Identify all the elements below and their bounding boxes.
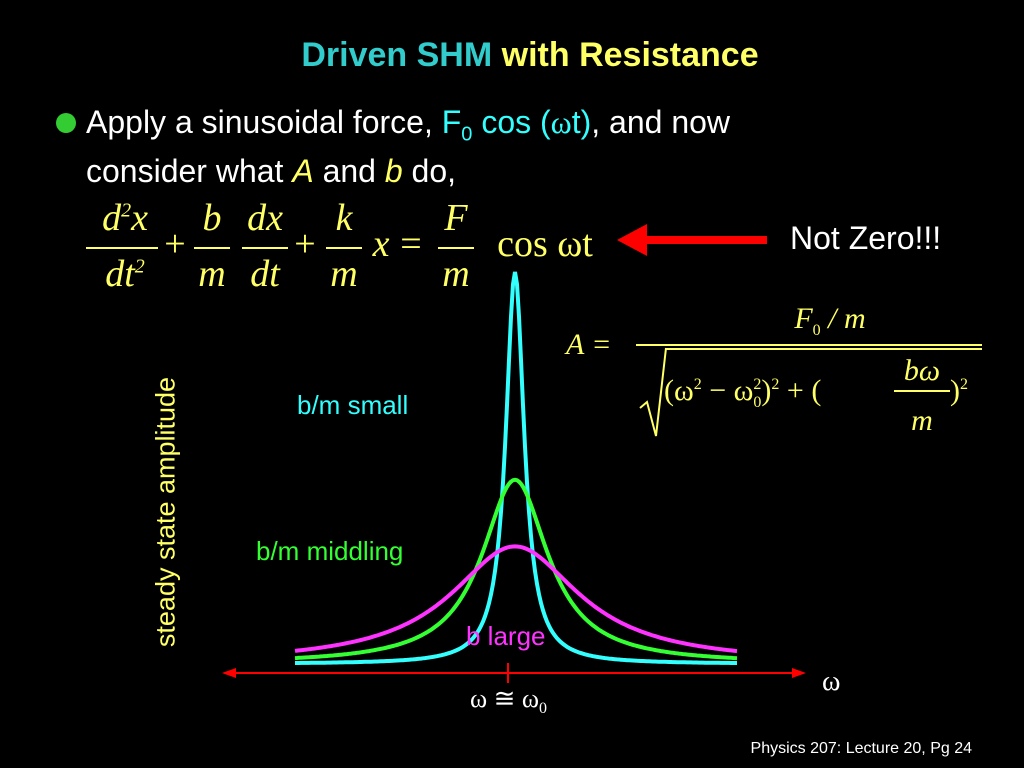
force-cos: cos ( bbox=[472, 104, 551, 140]
curve-label-middling: b/m middling bbox=[256, 536, 404, 566]
curve-b-large bbox=[294, 544, 738, 654]
frac1-den: dt2 bbox=[85, 252, 165, 296]
frac3-num: dx bbox=[247, 197, 283, 239]
frac2-den: m bbox=[198, 253, 226, 295]
resonance-label: ω ≅ ω0 bbox=[470, 684, 547, 718]
differential-equation: d2x dt2 + b m dx dt + k m x = F m cos ωt bbox=[80, 192, 620, 302]
bullet-text: Apply a sinusoidal force, F0 cos (ωt), a… bbox=[86, 104, 986, 190]
curves-group bbox=[294, 271, 738, 665]
frac5-bar bbox=[438, 247, 474, 249]
amp-fraction-bar bbox=[636, 344, 982, 346]
footer: Physics 207: Lecture 20, Pg 24 bbox=[750, 740, 972, 757]
x-axis-left-arrow-icon bbox=[222, 668, 236, 678]
bullet-line2-b: and bbox=[313, 153, 385, 190]
frac2-bar bbox=[194, 247, 230, 249]
bullet-icon bbox=[56, 113, 76, 133]
den-close2-wrap: )2 bbox=[950, 374, 990, 408]
var-b: b bbox=[384, 153, 403, 190]
arrow-icon bbox=[617, 224, 767, 256]
var-A: A bbox=[292, 153, 314, 190]
sqrt-icon bbox=[639, 347, 667, 437]
amp-lhs: A = bbox=[566, 328, 612, 361]
resonance-label-sub: 0 bbox=[539, 700, 548, 718]
den-frac-den: m bbox=[911, 404, 933, 437]
curve-label-small: b/m small bbox=[297, 390, 409, 420]
x-axis-label: ω bbox=[822, 666, 841, 697]
frac5-num: F bbox=[444, 197, 468, 239]
bullet-line2-a: consider what bbox=[86, 153, 293, 190]
den-sq2: 2 bbox=[771, 376, 780, 393]
force-close: t) bbox=[571, 104, 592, 140]
title-part2: with Resistance bbox=[501, 36, 759, 74]
den-frac-num: bω bbox=[903, 354, 941, 387]
frac4-bar bbox=[326, 247, 362, 249]
x-axis-right-arrow-icon bbox=[792, 668, 806, 678]
den-sub0: 0 bbox=[753, 394, 762, 411]
amp-denominator: (ω2 − ω20)2 + ( bbox=[664, 374, 894, 412]
eq-x: x bbox=[372, 223, 390, 265]
frac1-num-sup: 2 bbox=[121, 199, 132, 222]
plus-2: + bbox=[294, 223, 316, 265]
frac1-bar bbox=[86, 247, 158, 249]
den-plus: + ( bbox=[779, 374, 822, 407]
den-sq1: 2 bbox=[693, 376, 702, 393]
force-omega: ω bbox=[550, 104, 572, 140]
eq-rhs: cos ωt bbox=[497, 223, 593, 265]
frac1-den-dt: dt bbox=[105, 253, 135, 295]
den-close: ) bbox=[761, 374, 772, 407]
curve-b-m-middling bbox=[294, 477, 738, 661]
frac3-den: dt bbox=[250, 253, 280, 295]
frac4-num: k bbox=[335, 197, 353, 239]
sqrt-bar bbox=[666, 348, 982, 350]
amp-num-rest: / m bbox=[820, 302, 866, 335]
plus-1: + bbox=[164, 223, 186, 265]
frac2-num: b bbox=[202, 197, 222, 239]
amp-num-F: F bbox=[794, 302, 813, 335]
eq-equals: = bbox=[400, 223, 422, 265]
den-minus: − ω bbox=[701, 374, 754, 407]
frac-d2x-dt2: d2x bbox=[85, 196, 165, 240]
amp-num-sub: 0 bbox=[812, 322, 821, 339]
frac4-den: m bbox=[330, 253, 358, 295]
frac3-bar bbox=[242, 247, 288, 249]
slide-title: Driven SHM with Resistance bbox=[0, 36, 1024, 75]
force-F: F bbox=[441, 104, 462, 140]
force-expression: F0 cos (ωt) bbox=[441, 104, 592, 145]
frac5-den: m bbox=[442, 253, 470, 295]
den-open: (ω bbox=[664, 374, 694, 407]
amp-numerator: F0 / m bbox=[680, 302, 980, 340]
force-sub: 0 bbox=[461, 123, 473, 146]
amplitude-formula: A = F0 / m (ω2 − ω20)2 + ( bω m )2 bbox=[560, 302, 1000, 442]
den-sq3: 2 bbox=[960, 376, 968, 393]
bullet-text-1: Apply a sinusoidal force, bbox=[86, 104, 433, 140]
frac1-den-sup: 2 bbox=[134, 255, 145, 278]
resonance-label-text: ω ≅ ω bbox=[470, 684, 540, 713]
den-sq0: 2 bbox=[753, 376, 762, 393]
den-frac-bar bbox=[894, 390, 950, 392]
bullet-text-2: , and now bbox=[591, 104, 731, 140]
curve-label-large: b large bbox=[466, 621, 546, 651]
frac1-num-x: x bbox=[131, 197, 148, 239]
curve-b-m-small bbox=[295, 271, 737, 665]
den-close2: ) bbox=[950, 374, 960, 407]
frac1-num-d: d bbox=[102, 197, 122, 239]
not-zero-label: Not Zero!!! bbox=[790, 220, 942, 256]
title-part1: Driven SHM bbox=[301, 36, 493, 74]
bullet-line2-c: do, bbox=[402, 153, 457, 190]
